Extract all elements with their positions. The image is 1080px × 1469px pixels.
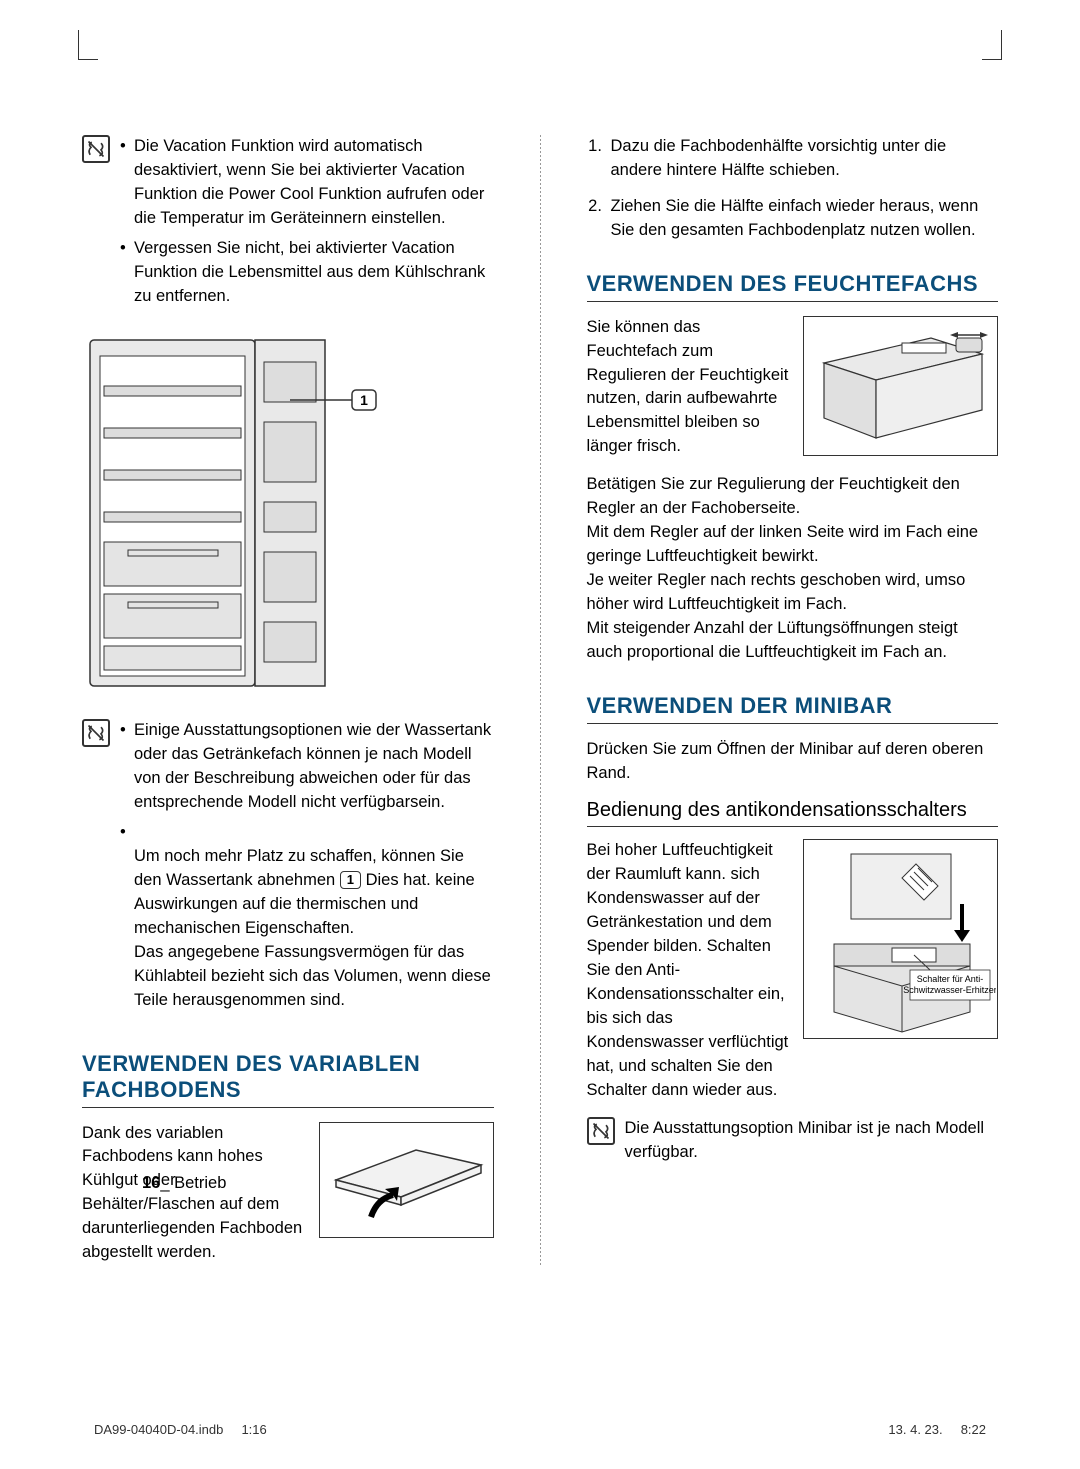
note-minibar-text: Die Ausstattungsoption Minibar ist je na… bbox=[625, 1117, 999, 1165]
note2-list: Einige Ausstattungsoptionen wie der Wass… bbox=[120, 719, 494, 1018]
fridge-callout-1: 1 bbox=[360, 392, 368, 408]
note-icon bbox=[587, 1117, 615, 1145]
heading-minibar: VERWENDEN DER MINIBAR bbox=[587, 693, 999, 724]
print-time: 8:22 bbox=[961, 1422, 986, 1437]
doc-id: DA99-04040D-04.indb bbox=[94, 1422, 223, 1437]
print-date: 13. 4. 23. bbox=[888, 1422, 942, 1437]
note-icon bbox=[82, 719, 110, 747]
fridge-illustration: 1 bbox=[82, 332, 494, 697]
note1-item: Vergessen Sie nicht, bei aktivierter Vac… bbox=[120, 237, 494, 309]
section-name: Betrieb bbox=[174, 1174, 226, 1192]
note-block-2: Einige Ausstattungsoptionen wie der Wass… bbox=[82, 719, 494, 1018]
note2-item: Um noch mehr Platz zu schaffen, können S… bbox=[120, 821, 494, 1012]
step-1: Dazu die Fachbodenhälfte vorsichtig unte… bbox=[607, 135, 999, 183]
note-icon bbox=[82, 135, 110, 163]
anticond-label-l2: Schwitzwasser-Erhitzer bbox=[903, 985, 996, 995]
subheading-anticond: Bedienung des antikondensationsschalters bbox=[587, 799, 999, 827]
page-footer: 16_ Betrieb bbox=[142, 1174, 226, 1193]
minibar-intro: Drücken Sie zum Öffnen der Minibar auf d… bbox=[587, 738, 999, 786]
print-footer: DA99-04040D-04.indb 1:16 13. 4. 23. 8:22 bbox=[94, 1422, 986, 1437]
humidity-body: Betätigen Sie zur Regulierung der Feucht… bbox=[587, 473, 999, 664]
step-2: Ziehen Sie die Hälfte einfach wieder her… bbox=[607, 195, 999, 243]
humidity-intro: Sie können das Feuchtefach zum Reguliere… bbox=[587, 316, 790, 460]
variable-shelf-figure bbox=[319, 1122, 494, 1238]
sheet-no: 1:16 bbox=[241, 1422, 266, 1437]
heading-humidity-drawer: VERWENDEN DES FEUCHTEFACHS bbox=[587, 271, 999, 302]
note1-list: Die Vacation Funktion wird automatisch d… bbox=[120, 135, 494, 314]
anticond-body: Bei hoher Luftfeuchtigkeit der Raumluft … bbox=[587, 839, 790, 1102]
note2-item: Einige Ausstattungsoptionen wie der Wass… bbox=[120, 719, 494, 815]
anticond-figure: Schalter für Anti- Schwitzwasser-Erhitze… bbox=[803, 839, 998, 1039]
inline-callout-1: 1 bbox=[340, 871, 361, 889]
note1-item: Die Vacation Funktion wird automatisch d… bbox=[120, 135, 494, 231]
humidity-drawer-figure bbox=[803, 316, 998, 456]
variable-shelf-body: Dank des variablen Fachbodens kann hohes… bbox=[82, 1122, 305, 1266]
page-number: 16 bbox=[142, 1174, 160, 1192]
heading-variable-shelf: VERWENDEN DES VARIABLEN FACHBODENS bbox=[82, 1051, 494, 1108]
anticond-label-l1: Schalter für Anti- bbox=[916, 974, 983, 984]
note-minibar: Die Ausstattungsoption Minibar ist je na… bbox=[587, 1117, 999, 1165]
note-block-1: Die Vacation Funktion wird automatisch d… bbox=[82, 135, 494, 314]
shelf-steps: Dazu die Fachbodenhälfte vorsichtig unte… bbox=[587, 135, 999, 243]
